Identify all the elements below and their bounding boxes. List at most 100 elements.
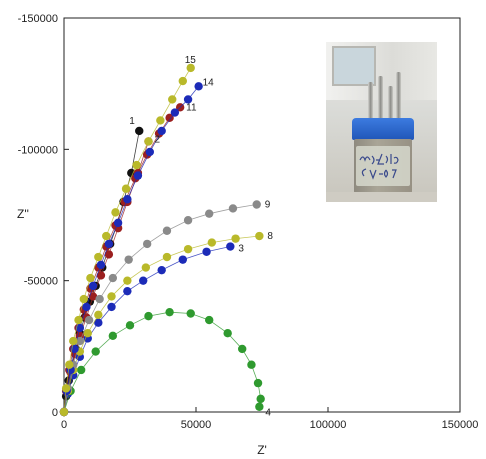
data-point — [123, 286, 132, 296]
data-point — [132, 160, 141, 170]
data-point — [94, 310, 103, 320]
data-point — [107, 302, 116, 312]
data-point — [228, 204, 238, 213]
data-point — [94, 318, 103, 327]
series-label: 9 — [265, 199, 271, 210]
data-point — [157, 265, 166, 275]
series-label: 11 — [186, 102, 197, 113]
data-point — [183, 216, 193, 225]
series-line — [63, 235, 260, 413]
data-point — [108, 273, 118, 283]
data-point — [96, 271, 106, 280]
data-point — [168, 95, 177, 104]
data-point — [231, 234, 240, 243]
data-point — [183, 95, 193, 104]
data-point — [59, 407, 69, 417]
data-point — [123, 276, 132, 285]
data-point — [205, 315, 214, 325]
data-point — [74, 315, 83, 325]
handwritten-label-image — [359, 153, 399, 180]
data-point — [123, 195, 132, 204]
data-point — [84, 315, 94, 325]
data-point — [238, 344, 247, 354]
data-point — [156, 116, 165, 125]
x-tick-label: 150000 — [442, 419, 479, 431]
data-point — [183, 244, 193, 254]
data-point — [124, 255, 133, 264]
data-point — [88, 292, 98, 301]
data-point — [252, 200, 261, 209]
data-point — [162, 226, 172, 235]
inset-photo — [326, 42, 437, 202]
data-point — [207, 238, 217, 247]
data-point — [121, 184, 131, 193]
data-point — [157, 126, 166, 136]
series-label: 8 — [267, 231, 273, 242]
data-point — [205, 209, 214, 218]
data-point — [86, 273, 95, 283]
data-point — [194, 82, 203, 91]
data-point — [170, 108, 180, 117]
photo-table — [326, 192, 437, 202]
data-point — [247, 360, 256, 369]
photo-electrode — [368, 82, 373, 120]
data-point — [142, 239, 152, 249]
series-group — [59, 63, 265, 417]
data-point — [165, 113, 174, 123]
data-point — [91, 347, 100, 356]
photo-electrode — [388, 86, 393, 120]
data-point — [113, 218, 123, 228]
jar-cap — [352, 118, 414, 140]
series-label: 3 — [238, 244, 244, 255]
data-point — [88, 281, 98, 291]
data-point — [255, 231, 264, 241]
data-point — [69, 336, 78, 346]
data-point — [107, 292, 116, 301]
data-point — [144, 137, 153, 146]
y-axis-title: Z'' — [17, 207, 29, 221]
data-point — [111, 208, 120, 217]
series-label: 2 — [154, 134, 160, 145]
data-point — [83, 329, 92, 338]
data-point — [223, 329, 232, 338]
x-tick-label: 0 — [61, 419, 67, 431]
photo-window — [332, 46, 376, 86]
data-point — [125, 321, 135, 330]
data-point — [178, 76, 187, 86]
series-15 — [59, 63, 195, 417]
data-point — [94, 252, 103, 262]
data-point — [135, 126, 144, 136]
series-label: 15 — [185, 55, 197, 66]
data-point — [253, 378, 263, 388]
data-point — [256, 394, 265, 404]
data-point — [145, 147, 154, 157]
plot-frame — [63, 17, 461, 413]
series-labels: 1 2 3 4 8 9 11 14 15 — [129, 55, 273, 419]
data-point — [75, 336, 85, 346]
series-label: 14 — [203, 77, 215, 88]
series-label: 4 — [265, 408, 271, 419]
series-line — [63, 311, 262, 413]
y-tick-label: -50000 — [24, 276, 58, 288]
data-point — [186, 309, 195, 318]
data-point — [75, 323, 85, 333]
y-tick-label: -100000 — [18, 144, 58, 156]
axis-ticks: 0 50000 100000 150000 -150000 -100000 -50000 0 — [18, 13, 479, 431]
photo-electrode — [378, 76, 383, 120]
data-point — [141, 263, 151, 272]
data-point — [108, 331, 118, 341]
x-axis-title: Z' — [257, 443, 267, 457]
data-point — [76, 365, 86, 375]
data-point — [226, 242, 235, 251]
data-point — [178, 255, 187, 264]
x-tick-label: 50000 — [181, 419, 212, 431]
data-point — [165, 307, 174, 317]
y-tick-label: -150000 — [18, 13, 58, 25]
data-point — [202, 247, 211, 256]
data-point — [139, 276, 148, 285]
data-point — [255, 402, 264, 411]
series-label: 1 — [129, 116, 135, 127]
data-point — [162, 252, 172, 262]
data-point — [95, 294, 104, 304]
